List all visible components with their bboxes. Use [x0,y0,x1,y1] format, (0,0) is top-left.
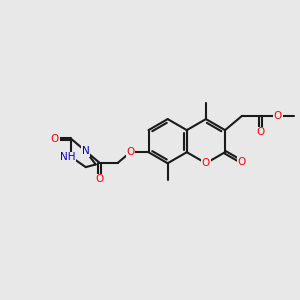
Text: O: O [274,111,282,121]
Text: O: O [202,158,210,168]
Text: O: O [256,128,265,137]
Text: O: O [238,157,246,167]
Text: N: N [82,146,90,156]
Text: O: O [51,134,59,144]
Text: O: O [126,147,135,157]
Text: O: O [95,174,104,184]
Text: NH: NH [60,152,76,162]
